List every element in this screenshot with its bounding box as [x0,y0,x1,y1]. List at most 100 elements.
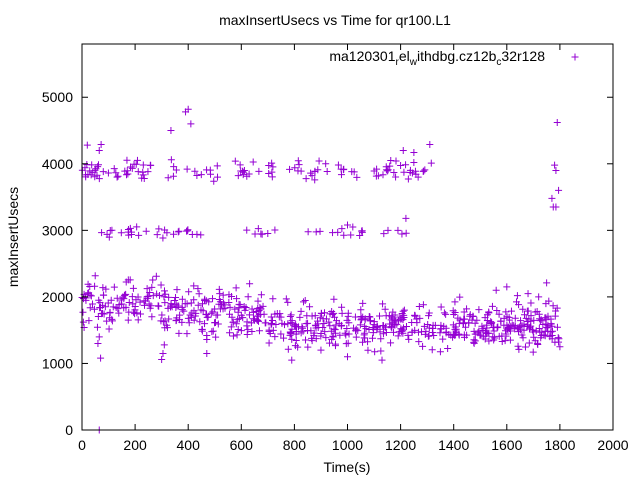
data-point [451,298,459,306]
data-point [110,283,118,291]
data-point [105,325,113,333]
data-point [287,329,295,337]
data-point [237,167,245,175]
data-point [311,176,319,184]
data-point [551,312,559,320]
data-point [137,310,145,318]
data-point [394,226,402,234]
data-point [322,160,330,168]
data-point [542,300,550,308]
data-point [535,325,543,333]
data-point [320,319,328,327]
x-tick-label: 1200 [385,437,416,453]
data-point [86,283,94,291]
data-point [236,161,244,169]
data-point [136,298,144,306]
data-point [255,327,263,335]
data-point [425,332,433,340]
data-point [144,168,152,176]
data-point [315,157,323,165]
data-point [240,303,248,311]
data-point [471,337,479,345]
data-point [265,339,273,347]
x-tick-label: 1400 [438,437,469,453]
data-point [288,319,296,327]
data-point [415,338,423,346]
data-point [105,233,113,241]
data-point [89,168,97,176]
data-point [344,312,352,320]
data-point [132,296,140,304]
data-point [471,319,479,327]
data-point [207,309,215,317]
data-point [359,299,367,307]
data-point [159,318,167,326]
data-point [221,304,229,312]
data-point [139,161,147,169]
data-point [273,310,281,318]
data-point [103,317,111,325]
data-point [294,157,302,165]
data-point [183,227,191,235]
data-point [402,214,410,222]
data-point [493,324,501,332]
data-point [475,327,483,335]
data-points [78,105,564,434]
data-point [502,308,510,316]
data-point [484,329,492,337]
data-point [555,186,563,194]
data-point [507,322,515,330]
data-point [269,316,277,324]
data-point [211,319,219,327]
data-point [344,339,352,347]
data-point [237,327,245,335]
data-point [231,157,239,165]
data-point [504,325,512,333]
data-point [234,308,242,316]
data-point [229,318,237,326]
data-point [112,304,120,312]
data-point [520,311,528,319]
y-tick-label: 4000 [42,156,73,172]
data-point [288,335,296,343]
data-point [154,302,162,310]
data-point [553,323,561,331]
data-point [260,310,268,318]
data-point [90,305,98,313]
data-point [100,310,108,318]
data-point [381,323,389,331]
data-point [169,172,177,180]
data-point [216,305,224,313]
data-point [277,313,285,321]
data-point [209,308,217,316]
data-point [288,356,296,364]
data-point [268,173,276,181]
data-point [495,332,503,340]
data-point [212,333,220,341]
data-point [340,165,348,173]
data-point [515,345,523,353]
data-point [79,318,87,326]
data-point [551,161,559,169]
data-point [265,161,273,169]
data-point [505,316,513,324]
data-point [522,314,530,322]
data-point [307,169,315,177]
data-point [379,300,387,308]
data-point [251,316,259,324]
data-point [251,230,259,238]
data-point [239,171,247,179]
data-point [149,276,157,284]
data-point [282,295,290,303]
data-point [83,141,91,149]
data-point [220,299,228,307]
data-point [378,356,386,364]
data-point [99,284,107,292]
data-point [349,223,357,231]
data-point [395,328,403,336]
data-point [140,174,148,182]
data-point [209,327,217,335]
data-point [426,140,434,148]
data-point [536,317,544,325]
data-point [321,328,329,336]
